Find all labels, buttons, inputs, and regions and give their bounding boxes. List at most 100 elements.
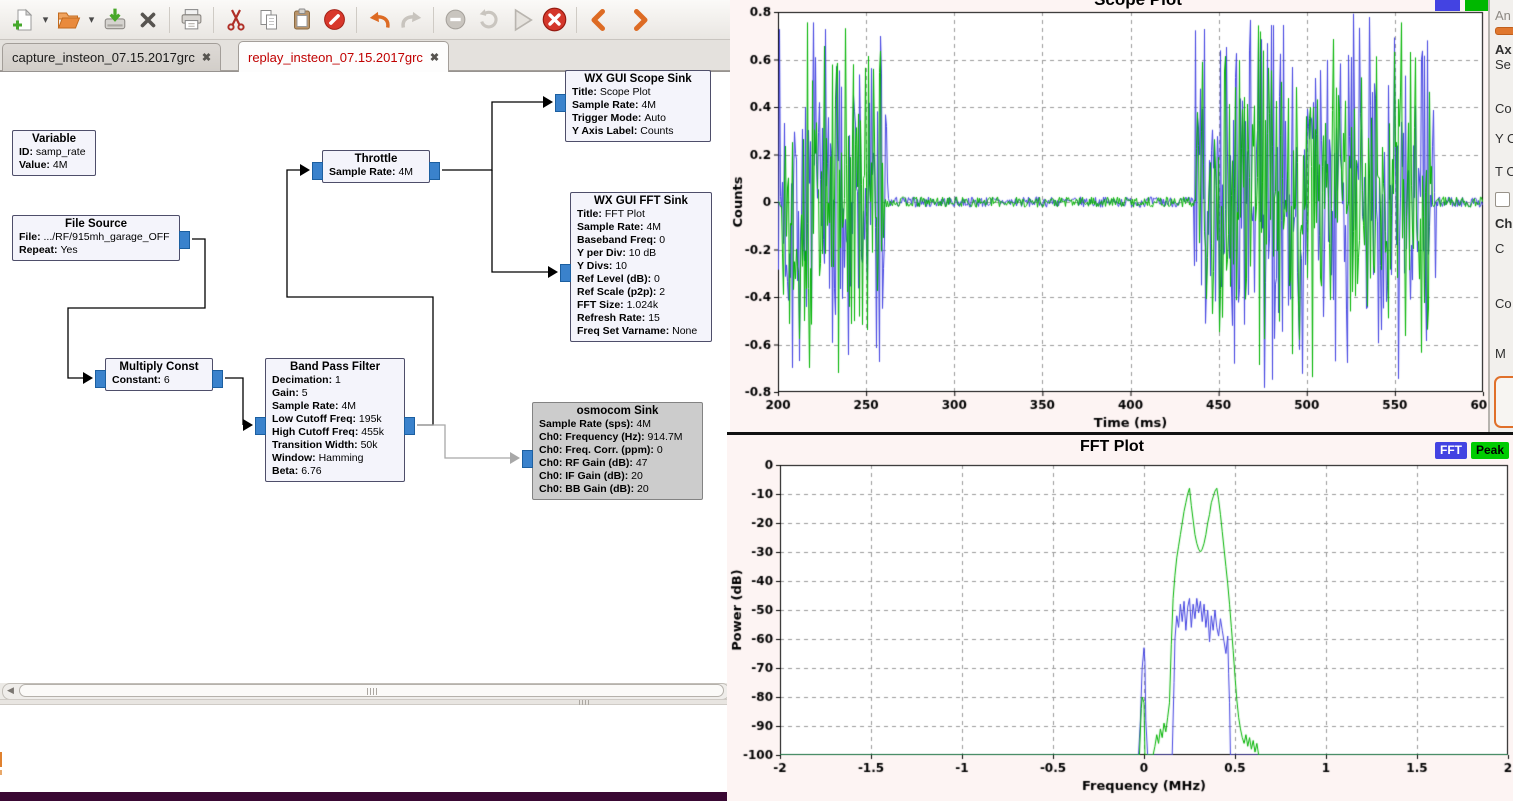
reload-icon <box>476 7 501 32</box>
tab-capture-insteon[interactable]: capture_insteon_07.15.2017grc ✖ <box>2 43 221 71</box>
save-icon <box>102 7 128 33</box>
close-button[interactable] <box>131 3 164 37</box>
block-file-source[interactable]: File SourceFile: .../RF/915mh_garage_OFF… <box>12 215 180 261</box>
fft-plot-window: FFT Plot FFT Peak <box>727 432 1513 801</box>
block-param: High Cutoff Freq: 455k <box>272 426 398 439</box>
counts-div-label: Co <box>1495 101 1512 116</box>
status-bar <box>0 792 727 801</box>
forward-button[interactable] <box>623 3 656 37</box>
new-file-button[interactable] <box>6 3 39 37</box>
block-param: File: .../RF/915mh_garage_OFF <box>19 231 173 244</box>
back-button[interactable] <box>582 3 615 37</box>
execute-button[interactable] <box>505 3 538 37</box>
scroll-left-icon[interactable]: ◀ <box>3 684 18 697</box>
print-button[interactable] <box>175 3 208 37</box>
scrollbar-handle[interactable] <box>19 684 724 697</box>
peak-legend-chip[interactable]: Peak <box>1471 442 1509 459</box>
y-offset-label: Y O <box>1495 131 1513 146</box>
block-param: Sample Rate: 4M <box>577 221 705 234</box>
undo-button[interactable] <box>362 3 395 37</box>
run-button[interactable] <box>1494 376 1513 428</box>
flowgraph-canvas[interactable]: VariableID: samp_rateValue: 4M File Sourc… <box>0 71 730 683</box>
tab-replay-insteon[interactable]: replay_insteon_07.15.2017grc ✖ <box>238 41 449 72</box>
block-param: FFT Size: 1.024k <box>577 299 705 312</box>
delete-button[interactable] <box>318 3 351 37</box>
block-band-pass-filter[interactable]: Band Pass FilterDecimation: 1Gain: 5Samp… <box>265 358 405 482</box>
scope-control-panel: AnAxSeCoY OT OChCCoM <box>1488 0 1513 432</box>
block-wx-gui-scope-sink[interactable]: WX GUI Scope SinkTitle: Scope PlotSample… <box>565 70 711 142</box>
console-output-area[interactable] <box>0 705 730 792</box>
paste-button[interactable] <box>285 3 318 37</box>
block-param: Gain: 5 <box>272 387 398 400</box>
toolbar-separator <box>169 7 170 33</box>
scope-plot-title: Scope Plot <box>1048 0 1228 10</box>
tab-label: capture_insteon_07.15.2017grc <box>12 50 195 65</box>
horizontal-scrollbar[interactable]: ◀ <box>2 683 730 700</box>
copy-button[interactable] <box>252 3 285 37</box>
input-port[interactable] <box>522 450 533 468</box>
close-x-icon <box>137 9 159 31</box>
input-port[interactable] <box>312 162 323 180</box>
block-param: Refresh Rate: 15 <box>577 312 705 325</box>
coupling-label: Co <box>1495 296 1512 311</box>
redo-button[interactable] <box>395 3 428 37</box>
paste-clipboard-icon <box>290 8 314 32</box>
block-param: Ch0: BB Gain (dB): 20 <box>539 483 696 496</box>
input-port[interactable] <box>560 264 571 282</box>
no-entry-icon <box>322 7 347 32</box>
input-port[interactable] <box>255 417 266 435</box>
scope-plot-canvas[interactable] <box>730 0 1487 432</box>
cut-button[interactable] <box>219 3 252 37</box>
block-multiply-const[interactable]: Multiply ConstConstant: 6 <box>105 358 213 391</box>
block-variable[interactable]: VariableID: samp_rateValue: 4M <box>12 130 96 176</box>
block-param: Title: FFT Plot <box>577 208 705 221</box>
caret-down-icon: ▾ <box>89 13 95 26</box>
block-title: Variable <box>19 133 89 145</box>
tab-bar: capture_insteon_07.15.2017grc ✖ replay_i… <box>0 40 730 71</box>
reload-button[interactable] <box>472 3 505 37</box>
tab-close-icon[interactable]: ✖ <box>202 51 211 64</box>
block-param: Decimation: 1 <box>272 374 398 387</box>
block-param: Transition Width: 50k <box>272 439 398 452</box>
fft-plot-canvas[interactable] <box>727 435 1513 801</box>
errors-button[interactable] <box>439 3 472 37</box>
open-button[interactable] <box>52 3 85 37</box>
tab-close-icon[interactable]: ✖ <box>430 51 439 64</box>
output-port[interactable] <box>179 231 190 249</box>
input-port[interactable] <box>95 370 106 388</box>
block-param: Sample Rate (sps): 4M <box>539 418 696 431</box>
block-param: Ch0: IF Gain (dB): 20 <box>539 470 696 483</box>
output-port[interactable] <box>212 370 223 388</box>
axes-options-heading: Ax <box>1495 42 1512 57</box>
scope-plot-window: Scope Plot AnAxSeCoY OT OChCCoM <box>730 0 1513 432</box>
copy-icon <box>257 8 281 32</box>
fft-legend-chip[interactable]: FFT <box>1435 442 1467 459</box>
screen: ▾ ▾ <box>0 0 1513 801</box>
output-port[interactable] <box>429 162 440 180</box>
block-param: Window: Hamming <box>272 452 398 465</box>
block-param: Repeat: Yes <box>19 244 173 257</box>
toolbar-separator <box>433 7 434 33</box>
open-options-button[interactable]: ▾ <box>85 3 98 37</box>
new-file-options-button[interactable]: ▾ <box>39 3 52 37</box>
autorange-checkbox[interactable] <box>1495 192 1510 207</box>
block-title: File Source <box>19 218 173 230</box>
panel-slider[interactable] <box>1495 27 1513 35</box>
toolbar: ▾ ▾ <box>0 0 730 40</box>
block-osmocom-sink[interactable]: osmocom SinkSample Rate (sps): 4MCh0: Fr… <box>532 402 703 500</box>
save-button[interactable] <box>98 3 131 37</box>
block-title: WX GUI Scope Sink <box>572 73 704 85</box>
undo-arrow-icon <box>366 7 392 33</box>
block-param: Ref Scale (p2p): 2 <box>577 286 705 299</box>
block-title: Throttle <box>329 153 423 165</box>
input-port[interactable] <box>555 94 566 112</box>
block-param: Sample Rate: 4M <box>572 99 704 112</box>
kill-button[interactable] <box>538 3 571 37</box>
block-wx-gui-fft-sink[interactable]: WX GUI FFT SinkTitle: FFT PlotSample Rat… <box>570 192 712 342</box>
block-param: Ref Level (dB): 0 <box>577 273 705 286</box>
block-title: osmocom Sink <box>539 405 696 417</box>
block-throttle[interactable]: ThrottleSample Rate: 4M <box>322 150 430 183</box>
grc-window: ▾ ▾ <box>0 0 730 801</box>
toolbar-separator <box>576 7 577 33</box>
output-port[interactable] <box>404 417 415 435</box>
